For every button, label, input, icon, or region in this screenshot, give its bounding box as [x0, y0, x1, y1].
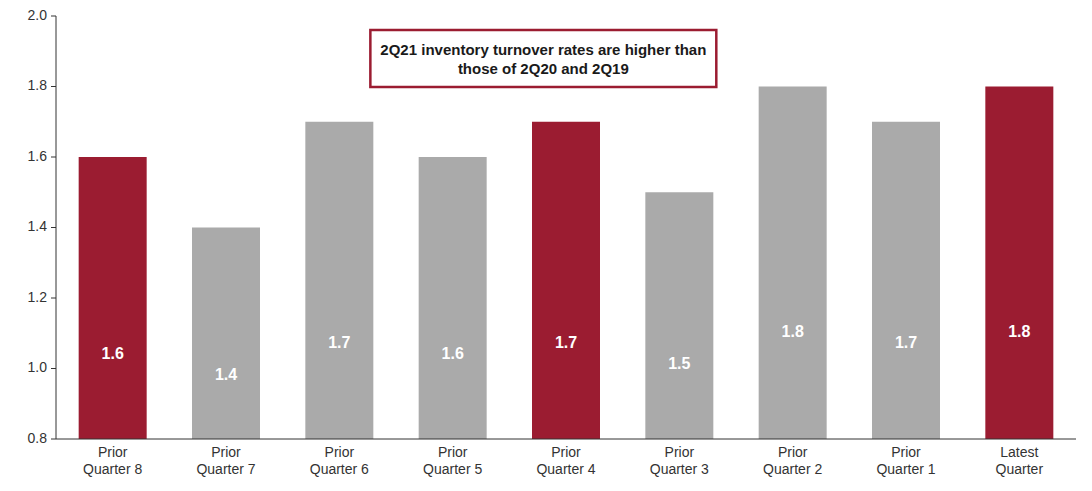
x-tick-label: PriorQuarter 2	[763, 444, 822, 477]
annotation-text: 2Q21 inventory turnover rates are higher…	[380, 41, 706, 77]
x-tick-label: PriorQuarter 4	[536, 444, 595, 477]
data-labels: 1.6 1.4 1.7 1.6 1.7 1.5 1.8 1.7 1.8	[102, 323, 1031, 382]
x-axis: PriorQuarter 8 PriorQuarter 7 PriorQuarter…	[83, 444, 1043, 477]
annotation-box	[370, 30, 716, 87]
chart: 0.81.01.21.41.61.82.01.61.41.71.61.71.51…	[0, 0, 1092, 491]
bar	[192, 228, 260, 440]
x-tick-label: PriorQuarter 8	[83, 444, 142, 477]
data-label: 1.6	[102, 345, 124, 362]
y-tick-label: 1.0	[28, 359, 48, 375]
data-label: 1.6	[442, 345, 464, 362]
data-label: 1.5	[668, 355, 690, 372]
x-axis-line	[56, 439, 1076, 440]
x-tick-label: PriorQuarter 5	[423, 444, 482, 477]
annotation: 2Q21 inventory turnover rates are higher…	[370, 30, 716, 87]
y-tick	[51, 439, 56, 440]
y-tick	[51, 227, 56, 228]
data-label: 1.7	[328, 334, 350, 351]
y-axis: 0.8 1.0 1.2 1.4 1.6 1.8 2.0	[28, 7, 56, 446]
data-label: 1.8	[1008, 323, 1030, 340]
data-label: 1.7	[895, 334, 917, 351]
y-tick-label: 0.8	[28, 430, 48, 446]
bar	[79, 157, 147, 439]
data-label: 1.7	[555, 334, 577, 351]
data-label: 1.4	[215, 366, 237, 383]
y-tick	[51, 16, 56, 17]
y-tick	[51, 86, 56, 87]
y-tick	[51, 157, 56, 158]
x-tick-label: PriorQuarter 7	[196, 444, 255, 477]
y-tick-label: 1.2	[28, 289, 48, 305]
bar	[305, 122, 373, 439]
y-tick-label: 1.6	[28, 148, 48, 164]
x-tick-label: PriorQuarter 3	[650, 444, 709, 477]
y-axis-line	[56, 16, 57, 439]
bar	[419, 157, 487, 439]
y-tick	[51, 298, 56, 299]
bar	[872, 122, 940, 439]
y-tick-label: 2.0	[28, 7, 48, 23]
bar	[532, 122, 600, 439]
bar	[985, 87, 1053, 440]
x-tick-label: PriorQuarter 6	[310, 444, 369, 477]
data-label: 1.8	[782, 323, 804, 340]
y-tick-label: 1.8	[28, 77, 48, 93]
y-tick	[51, 368, 56, 369]
x-tick-label: LatestQuarter	[996, 444, 1044, 477]
chart-container: 0.81.01.21.41.61.82.01.61.41.71.61.71.51…	[0, 0, 1092, 491]
bar	[645, 192, 713, 439]
x-tick-label: PriorQuarter 1	[876, 444, 935, 477]
bar	[759, 87, 827, 440]
y-tick-label: 1.4	[28, 218, 48, 234]
bars	[79, 87, 1054, 440]
